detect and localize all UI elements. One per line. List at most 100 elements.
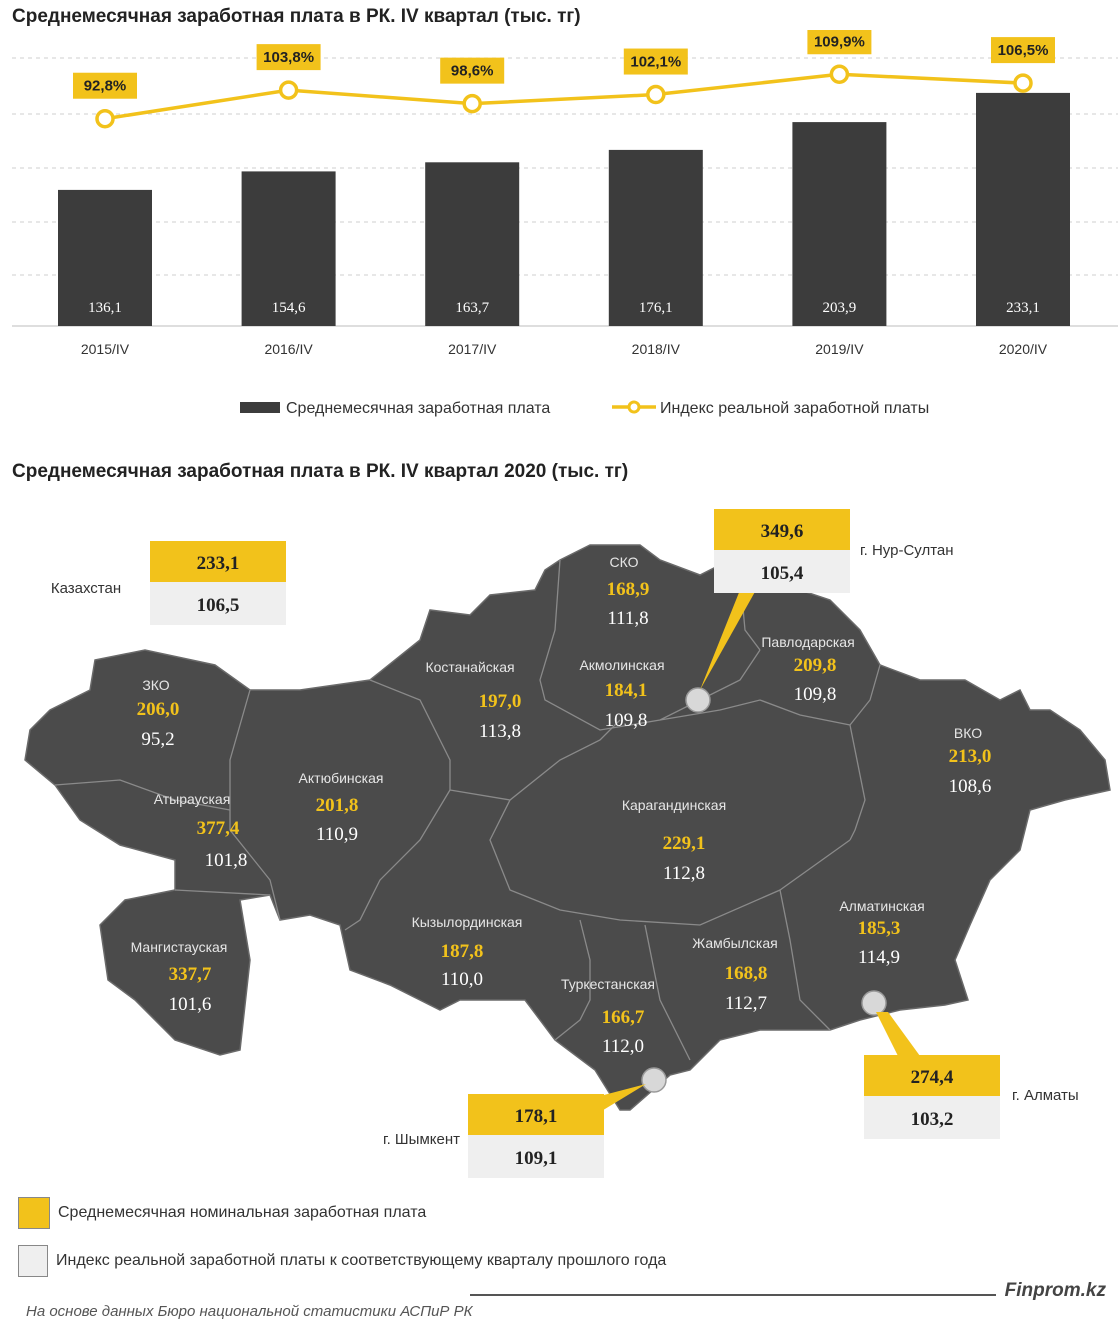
bar-line-chart: 92,8% 103,8% 98,6% 102,1% 109,9% 106,5% 136,1… — [12, 30, 1118, 417]
region-index-value: 110,9 — [316, 824, 358, 845]
bar — [976, 92, 1070, 327]
region-index-value: 113,8 — [479, 721, 521, 742]
bar — [241, 171, 336, 326]
brand-divider — [470, 1294, 996, 1296]
region-salary-value: 166,7 — [602, 1007, 645, 1028]
callout-name: г. Нур-Султан — [860, 542, 954, 559]
bar-value-label: 163,7 — [455, 300, 489, 316]
index-point — [1013, 73, 1033, 93]
region-salary-value: 201,8 — [316, 795, 359, 816]
index-value-label: 109,9% — [814, 33, 865, 50]
region-borders — [54, 559, 881, 1061]
legend-nominal: Среднемесячная номинальная заработная пл… — [18, 1197, 426, 1229]
region-index-value: 108,6 — [949, 776, 992, 797]
index-label-box — [256, 44, 321, 71]
brand-logo: Finprom.kz — [1004, 1280, 1106, 1301]
region-index-value: 101,8 — [205, 850, 248, 871]
region-name: Туркестанская — [561, 976, 655, 992]
callout-name: г. Алматы — [1012, 1087, 1079, 1104]
legend-bar-swatch — [240, 402, 280, 413]
region-salary-value: 337,7 — [169, 964, 212, 985]
map-title: Среднемесячная заработная плата в РК. IV… — [12, 461, 629, 482]
region-name: ВКО — [954, 725, 982, 741]
index-label-box — [440, 57, 505, 84]
callout-index-value: 106,5 — [197, 595, 240, 616]
index-label-box — [807, 30, 872, 55]
region-index-value: 112,7 — [725, 993, 767, 1014]
region-index-value: 114,9 — [858, 947, 900, 968]
region-salary-value: 197,0 — [479, 691, 522, 712]
source-footnote: На основе данных Бюро национальной стати… — [26, 1303, 473, 1320]
bar-value-label: 136,1 — [88, 300, 122, 316]
callout-salary-box — [714, 509, 850, 550]
legend-index: Индекс реальной заработной платы к соотв… — [18, 1245, 666, 1277]
region-name: Мангистауская — [131, 939, 228, 955]
region-salary-value: 185,3 — [858, 918, 901, 939]
index-value-label: 106,5% — [998, 42, 1049, 59]
index-value-label: 102,1% — [630, 54, 681, 71]
chart-title: Среднемесячная заработная плата в РК. IV… — [12, 6, 581, 27]
region-index-value: 111,8 — [607, 608, 648, 629]
callout-salary-box — [150, 541, 286, 582]
region-name: Павлодарская — [761, 634, 854, 650]
x-tick-label: 2016/IV — [264, 341, 313, 357]
region-name: Атырауская — [154, 791, 231, 807]
shymkent-marker — [641, 1067, 667, 1093]
index-point — [829, 64, 850, 85]
callout-name: г. Шымкент — [383, 1131, 460, 1148]
bar-value-label: 154,6 — [272, 300, 306, 316]
legend-nominal-swatch — [18, 1197, 50, 1229]
bar-value-label: 203,9 — [823, 300, 857, 316]
index-point — [462, 93, 482, 114]
index-point — [95, 108, 115, 129]
region-salary-value: 168,9 — [607, 579, 650, 600]
callout-index-box — [150, 582, 286, 625]
callout-index-value: 109,1 — [515, 1148, 558, 1169]
region-salary-value: 229,1 — [663, 833, 706, 854]
nur-sultan-marker — [685, 687, 711, 713]
callout-index-box — [468, 1135, 604, 1178]
region-salary-value: 168,8 — [725, 963, 768, 984]
region-salary-value: 209,8 — [794, 655, 837, 676]
callout-index-box — [864, 1096, 1000, 1139]
nur-sultan-pointer — [700, 590, 756, 690]
callout-salary-value: 349,6 — [761, 521, 804, 542]
index-value-label: 103,8% — [263, 49, 314, 66]
bar — [608, 149, 703, 326]
region-index-value: 101,6 — [169, 994, 212, 1015]
index-value-label: 98,6% — [451, 63, 494, 80]
bar — [792, 122, 887, 326]
index-point — [278, 80, 299, 100]
region-salary-value: 213,0 — [949, 746, 992, 767]
region-salary-value: 377,4 — [197, 818, 240, 839]
callout-salary-value: 178,1 — [515, 1106, 558, 1127]
region-index-value: 109,8 — [794, 684, 837, 705]
region-index-value: 109,8 — [605, 710, 648, 731]
legend-index-label: Индекс реальной заработной платы к соотв… — [56, 1252, 667, 1269]
region-index-value: 112,8 — [663, 863, 705, 884]
x-tick-label: 2015/IV — [81, 341, 130, 357]
region-name: Актюбинская — [299, 770, 384, 786]
bar — [425, 162, 520, 326]
region-index-value: 110,0 — [441, 969, 483, 990]
legend-index-swatch — [18, 1245, 48, 1277]
bar-value-label: 176,1 — [639, 300, 673, 316]
bar-value-label: 233,1 — [1006, 300, 1040, 316]
region-name: Алматинская — [839, 898, 924, 914]
callout-name: Казахстан — [51, 580, 121, 597]
region-name: ЗКО — [142, 677, 169, 693]
index-label-box — [623, 48, 688, 75]
map-outline — [24, 544, 1111, 1111]
legend-bar-label: Среднемесячная заработная плата — [286, 400, 550, 417]
x-tick-label: 2017/IV — [448, 341, 497, 357]
region-name: Акмолинская — [579, 657, 664, 673]
index-label-box — [991, 37, 1055, 64]
callout-salary-box — [864, 1055, 1000, 1096]
index-point — [646, 84, 666, 105]
index-value-label: 92,8% — [84, 78, 127, 95]
x-tick-label: 2018/IV — [632, 341, 681, 357]
region-index-value: 112,0 — [602, 1036, 644, 1057]
callout-index-value: 103,2 — [911, 1109, 954, 1130]
callout-index-box — [714, 550, 850, 593]
